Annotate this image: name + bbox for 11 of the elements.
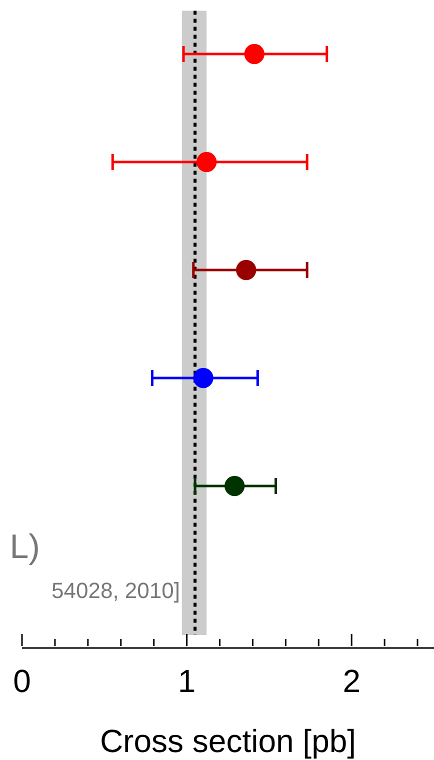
x-tick-label: 1 [178, 663, 196, 699]
x-tick-label: 2 [342, 663, 360, 699]
point [224, 476, 245, 496]
point [193, 368, 214, 388]
point [196, 152, 217, 172]
x-tick-label: 0 [13, 663, 31, 699]
point [236, 260, 256, 280]
annotation: 54028, 2010] [52, 578, 180, 604]
point [244, 44, 264, 64]
x-axis-title: Cross section [pb] [100, 723, 356, 759]
annotation: L) [10, 528, 40, 567]
